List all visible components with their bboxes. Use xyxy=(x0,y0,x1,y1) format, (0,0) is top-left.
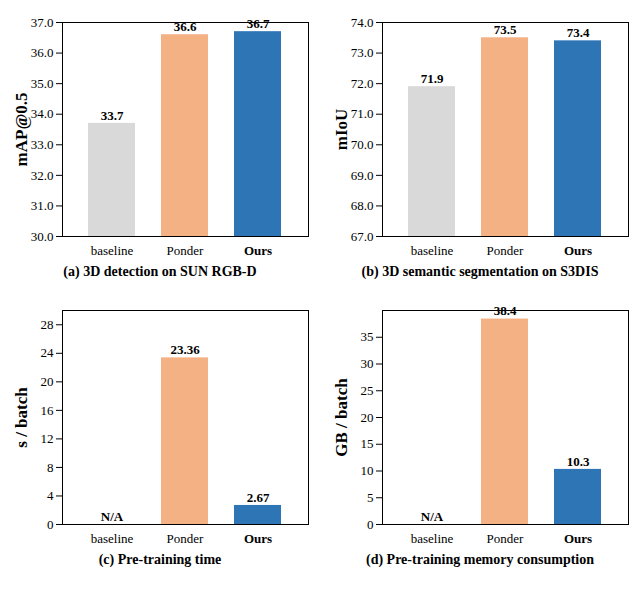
svg-text:67.0: 67.0 xyxy=(351,229,374,244)
svg-text:37.0: 37.0 xyxy=(31,15,54,30)
svg-text:5: 5 xyxy=(367,490,374,505)
svg-text:38.4: 38.4 xyxy=(494,303,517,318)
svg-text:20: 20 xyxy=(41,374,54,389)
svg-text:Ours: Ours xyxy=(244,243,272,258)
svg-text:baseline: baseline xyxy=(91,243,134,258)
svg-text:70.0: 70.0 xyxy=(351,137,374,152)
svg-text:10.3: 10.3 xyxy=(567,454,590,469)
svg-text:30.0: 30.0 xyxy=(31,229,54,244)
svg-text:Ours: Ours xyxy=(564,531,592,546)
svg-text:Ponder: Ponder xyxy=(487,243,525,258)
svg-text:10: 10 xyxy=(361,463,374,478)
svg-text:0: 0 xyxy=(47,517,54,532)
svg-text:4: 4 xyxy=(47,488,54,503)
svg-text:mAP@0.5: mAP@0.5 xyxy=(12,93,31,167)
svg-text:mIoU: mIoU xyxy=(332,109,351,151)
html-text:(c) Pre-training time: (c) Pre-training time xyxy=(98,552,222,567)
svg-text:31.0: 31.0 xyxy=(31,198,54,213)
svg-text:0: 0 xyxy=(367,517,374,532)
svg-text:72.0: 72.0 xyxy=(351,76,374,91)
svg-text:74.0: 74.0 xyxy=(351,15,374,30)
svg-text:s / batch: s / batch xyxy=(12,387,31,448)
svg-text:36.6: 36.6 xyxy=(174,19,197,34)
svg-text:2.67: 2.67 xyxy=(247,490,270,505)
svg-text:baseline: baseline xyxy=(411,531,454,546)
svg-text:73.5: 73.5 xyxy=(494,22,517,37)
svg-text:33.7: 33.7 xyxy=(101,108,124,123)
svg-text:68.0: 68.0 xyxy=(351,198,374,213)
svg-text:8: 8 xyxy=(47,460,54,475)
svg-text:35: 35 xyxy=(361,329,374,344)
svg-text:25: 25 xyxy=(361,383,374,398)
svg-text:N/A: N/A xyxy=(101,509,124,524)
svg-text:71.9: 71.9 xyxy=(421,71,444,86)
svg-text:23.36: 23.36 xyxy=(170,342,200,357)
svg-text:36.0: 36.0 xyxy=(31,45,54,60)
html-text:(d) Pre-training memory consum: (d) Pre-training memory consumption xyxy=(366,552,594,567)
svg-text:24: 24 xyxy=(41,345,55,360)
svg-text:33.0: 33.0 xyxy=(31,137,54,152)
svg-text:Ponder: Ponder xyxy=(487,531,525,546)
svg-text:12: 12 xyxy=(41,431,54,446)
svg-text:Ponder: Ponder xyxy=(167,531,205,546)
svg-text:N/A: N/A xyxy=(421,509,444,524)
svg-text:28: 28 xyxy=(41,317,54,332)
svg-text:baseline: baseline xyxy=(91,531,134,546)
svg-text:34.0: 34.0 xyxy=(31,106,54,121)
svg-text:16: 16 xyxy=(41,403,55,418)
svg-text:Ponder: Ponder xyxy=(167,243,205,258)
svg-text:32.0: 32.0 xyxy=(31,168,54,183)
svg-text:30: 30 xyxy=(361,356,374,371)
html-text:(a) 3D detection on SUN RGB-D: (a) 3D detection on SUN RGB-D xyxy=(63,264,257,279)
svg-text:36.7: 36.7 xyxy=(247,16,270,31)
svg-text:73.4: 73.4 xyxy=(567,25,590,40)
svg-text:35.0: 35.0 xyxy=(31,76,54,91)
svg-text:Ours: Ours xyxy=(564,243,592,258)
svg-text:69.0: 69.0 xyxy=(351,168,374,183)
svg-text:20: 20 xyxy=(361,410,374,425)
svg-text:baseline: baseline xyxy=(411,243,454,258)
svg-text:73.0: 73.0 xyxy=(351,45,374,60)
svg-text:GB / batch: GB / batch xyxy=(332,378,351,457)
svg-text:71.0: 71.0 xyxy=(351,106,374,121)
html-text:(b) 3D semantic segmentation o: (b) 3D semantic segmentation on S3DIS xyxy=(361,264,599,279)
svg-text:Ours: Ours xyxy=(244,531,272,546)
svg-text:15: 15 xyxy=(361,436,374,451)
